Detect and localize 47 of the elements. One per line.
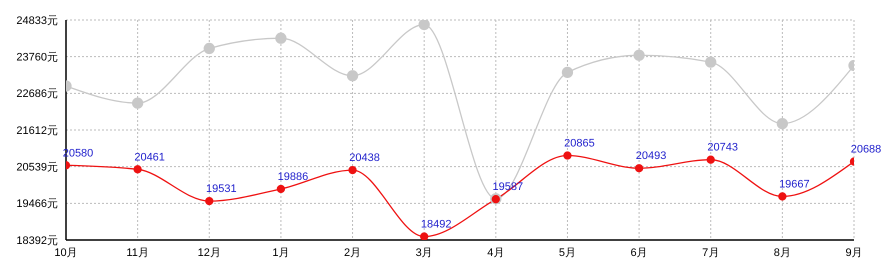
point (563, 151, 572, 160)
x-tick-label: 9月 (845, 246, 863, 259)
x-tick-label: 6月 (630, 246, 648, 259)
y-tick-label: 24833元 (16, 14, 58, 27)
point (634, 164, 644, 172)
point (418, 20, 430, 30)
point (275, 32, 287, 44)
x-tick-label: 3月 (416, 246, 433, 259)
y-tick-label: 21612元 (16, 124, 58, 137)
point (776, 118, 788, 130)
y-tick-label: 23760元 (16, 52, 58, 64)
data-label: 20688 (850, 144, 882, 156)
y-tick-label: 19466元 (16, 198, 58, 210)
data-label: 19531 (206, 183, 237, 196)
x-tick-label: 5月 (558, 246, 576, 259)
point (132, 97, 144, 109)
x-tick-label: 12月 (198, 246, 221, 259)
x-tick-label: 11月 (126, 246, 149, 259)
data-label: 19886 (278, 170, 308, 183)
data-label: 19667 (779, 178, 810, 190)
point (205, 196, 214, 206)
y-tick-label: 22686元 (16, 88, 58, 100)
point (276, 184, 286, 194)
point (562, 66, 574, 78)
point (705, 56, 716, 68)
data-label: 18492 (420, 218, 452, 231)
data-label: 20438 (349, 152, 380, 164)
x-tick-label: 4月 (487, 246, 504, 259)
data-label: 20743 (707, 142, 738, 154)
data-label: 20493 (636, 150, 666, 162)
y-tick-label: 18392元 (16, 234, 58, 247)
point (420, 232, 428, 240)
point (633, 50, 645, 61)
point (346, 70, 358, 82)
x-tick-label: 1月 (272, 246, 290, 259)
point (133, 165, 142, 174)
x-tick-label: 2月 (344, 246, 362, 259)
point (348, 166, 357, 174)
data-label: 20865 (564, 138, 595, 150)
point (706, 156, 715, 164)
data-label: 20461 (134, 151, 165, 164)
y-tick-label: 20539元 (16, 162, 58, 174)
point (778, 192, 787, 201)
x-tick-label: 10月 (54, 246, 78, 259)
x-tick-label: 8月 (774, 246, 791, 259)
x-tick-label: 7月 (702, 246, 720, 259)
point (204, 42, 215, 54)
